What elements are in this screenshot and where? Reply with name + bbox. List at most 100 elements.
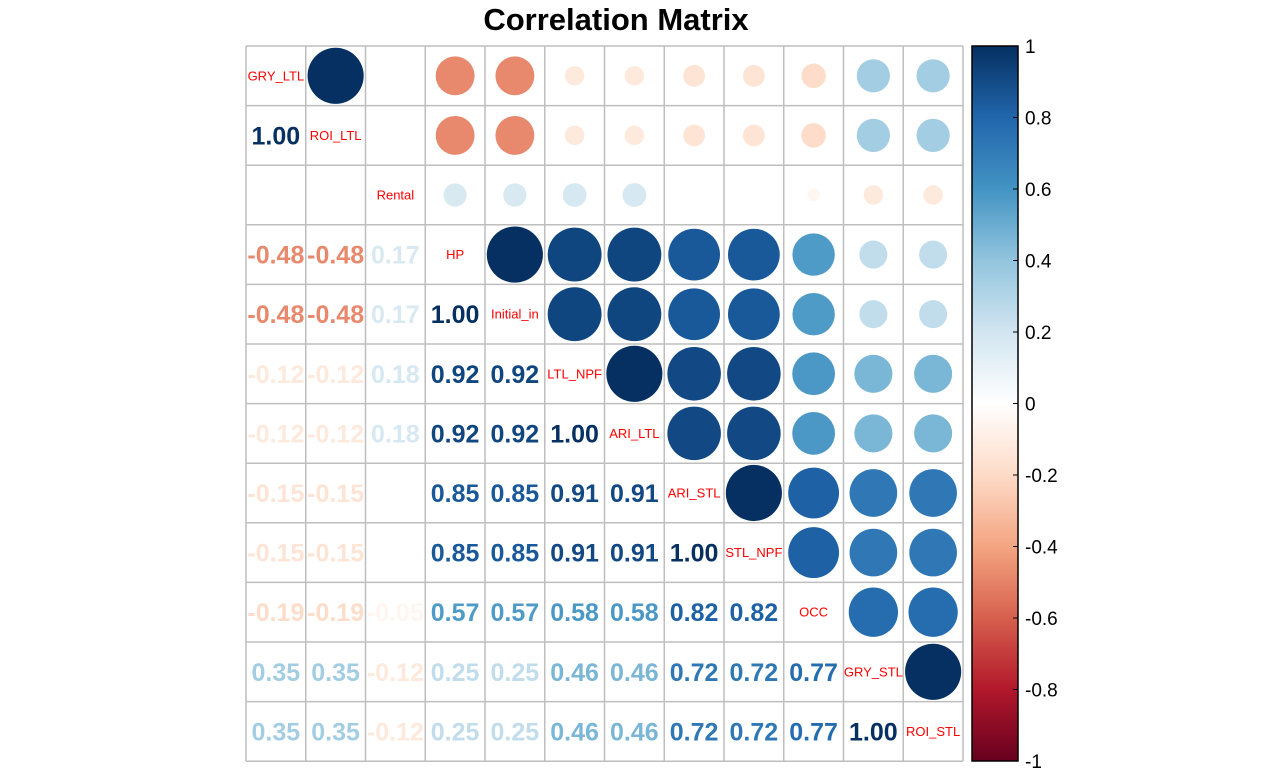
correlation-value: 0.00 [371,480,420,508]
legend-tick-label: 1 [1025,37,1036,58]
correlation-value: 0.77 [789,659,838,687]
variable-label: HP [446,247,464,262]
correlation-circle [503,183,527,207]
correlation-circle [727,288,780,341]
correlation-circle [307,47,364,104]
legend-tick-label: -0.2 [1025,466,1058,487]
legend-tick-label: -1 [1025,752,1042,773]
correlation-value: 0.17 [371,301,420,329]
correlation-circle [923,185,943,205]
correlation-circle [727,406,781,461]
correlation-value: 0.58 [610,599,659,627]
correlation-circle [486,226,543,283]
correlation-circle [606,345,663,402]
correlation-circle [854,354,893,393]
variable-label: ROI_STL [906,724,960,739]
correlation-value: 0.25 [431,659,480,687]
legend-tick-label: 0.8 [1025,109,1051,130]
correlation-circle [547,227,602,282]
correlation-value: 0.91 [550,480,599,508]
color-legend: -1 -0.8 -0.6 -0.4 -0.2 0 0.2 0.4 0.6 0.8 1 [971,37,1058,773]
correlation-value: 0.46 [610,718,659,746]
correlation-circle [856,118,890,153]
correlation-value: 0.92 [491,420,540,448]
correlation-circle [859,300,888,329]
matrix-cells: GRY_LTL 1.00 ROI_LTL 0.00 0.00 Rental -0.48 -0.… [247,47,962,746]
correlation-value: 0.77 [789,718,838,746]
correlation-value: 0.25 [491,659,540,687]
correlation-value: 0.85 [431,540,480,568]
correlation-circle [801,63,826,89]
correlation-value: -0.48 [307,301,364,329]
correlation-circle [743,124,765,147]
variable-label: ROI_LTL [310,128,362,143]
legend-tick-label: 0.4 [1025,252,1052,273]
correlation-value: 0.35 [252,659,301,687]
correlation-value: 0.72 [670,659,719,687]
correlation-value: 0.72 [670,718,719,746]
correlation-value: -0.12 [247,420,304,448]
correlation-value: 0.92 [431,420,480,448]
correlation-value: -0.15 [247,540,304,568]
correlation-value: 0.25 [431,718,480,746]
correlation-circle [435,115,475,155]
correlation-circle [919,240,948,269]
variable-label: GRY_LTL [248,68,305,83]
correlation-circle [905,643,962,700]
correlation-value: 0.35 [311,718,360,746]
correlation-value: 0.46 [550,659,599,687]
correlation-circle [727,228,780,281]
correlation-value: -0.19 [247,599,304,627]
variable-label: Rental [377,188,415,203]
correlation-circle [792,293,835,336]
correlation-circle [564,125,585,146]
correlation-circle [916,118,950,153]
correlation-circle [443,183,467,207]
correlation-value: 0.72 [730,718,779,746]
correlation-circle [807,188,820,202]
correlation-circle [792,233,835,276]
correlation-circle [801,123,826,148]
correlation-circle [914,354,953,393]
correlation-value: 0.72 [730,659,779,687]
correlation-circle [668,228,721,281]
correlation-value: 0.91 [610,540,659,568]
legend-tick-label: 0.2 [1025,323,1051,344]
correlation-circle [848,587,899,637]
correlation-value: -0.48 [307,242,364,270]
correlation-value: 0.00 [371,540,420,568]
correlation-value: -0.12 [307,361,364,389]
correlation-value: 0.82 [670,599,719,627]
correlation-value: 0.46 [550,718,599,746]
correlation-value: 0.25 [491,718,540,746]
correlation-value: 0.35 [252,718,301,746]
matrix-grid [245,45,964,762]
correlation-value: -0.05 [367,599,424,627]
correlation-value: 0.92 [491,361,540,389]
correlation-value: 0.00 [311,182,360,210]
correlation-value: 0.46 [610,659,659,687]
correlation-circle [607,287,662,342]
correlation-value: 1.00 [431,301,480,329]
correlation-circle [919,300,948,329]
variable-label: STL_NPF [725,545,782,560]
correlation-value: 0.18 [371,361,420,389]
correlation-circle [788,527,840,579]
correlation-circle [562,183,587,207]
correlation-circle [607,227,662,282]
correlation-value: 0.82 [730,599,779,627]
correlation-circle [624,66,645,86]
correlation-value: -0.15 [307,540,364,568]
legend-tick-label: -0.4 [1025,538,1058,559]
correlation-circle [667,406,721,461]
correlation-value: 0.35 [311,659,360,687]
legend-tick-label: 0.6 [1025,180,1051,201]
correlation-circle [849,528,898,577]
correlation-circle [914,414,953,453]
variable-label: Initial_in [491,307,539,322]
correlation-value: 0.00 [252,182,301,210]
correlation-value: 0.57 [491,599,540,627]
correlation-circle [908,587,958,637]
correlation-circle [683,64,705,87]
